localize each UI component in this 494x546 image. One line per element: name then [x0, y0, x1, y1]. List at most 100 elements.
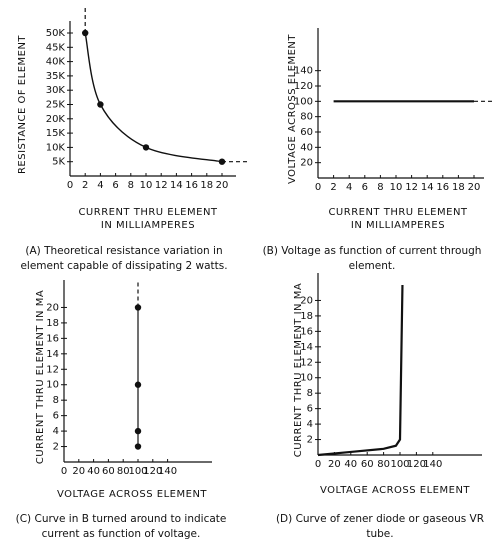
y-tick-label: 14: [46, 349, 59, 360]
x-tick-label: 20: [72, 466, 85, 477]
y-tick-label: 8: [307, 388, 313, 399]
x-tick-label: 4: [97, 180, 103, 191]
x-tick-label: 60: [361, 459, 374, 470]
x-axis-label: IN MILLIAMPERES: [101, 220, 195, 231]
y-tick-label: 12: [46, 364, 59, 375]
y-tick-label: 6: [307, 404, 313, 415]
chart: 0 2 4 6 8 10 12 14 16 18 20 5K 10K 15K 20K 25K 30K 35K 40K…: [17, 5, 248, 231]
data-line: [317, 284, 404, 457]
y-tick-label: 20: [300, 158, 313, 169]
x-tick-label: 140: [423, 459, 442, 470]
x-tick-label: 4: [346, 182, 352, 193]
y-tick-label: 14: [300, 342, 313, 353]
y-tick-label: 12: [300, 357, 313, 368]
y-tick-label: 20: [46, 302, 59, 313]
x-tick-label: 2: [330, 182, 336, 193]
x-tick-label: 20: [216, 180, 229, 191]
x-tick-label: 100: [390, 459, 409, 470]
caption: (A) Theoretical resistance variation in …: [20, 245, 228, 272]
x-tick-label: 100: [128, 466, 147, 477]
x-tick-label: 14: [421, 182, 434, 193]
x-tick-label: 20: [328, 459, 341, 470]
x-axis-label: CURRENT THRU ELEMENT: [328, 207, 467, 218]
x-tick-label: 12: [155, 180, 168, 191]
x-tick-label: 80: [377, 459, 390, 470]
y-tick-label: 30K: [46, 85, 66, 96]
y-tick-label: 25K: [46, 100, 66, 111]
x-tick-label: 2: [82, 180, 88, 191]
y-tick-label: 2: [307, 435, 313, 446]
y-tick-label: 45K: [46, 42, 66, 53]
x-axis-label: CURRENT THRU ELEMENT: [78, 207, 217, 218]
y-tick-label: 50K: [46, 28, 66, 39]
x-tick-label: 140: [158, 466, 177, 477]
x-tick-label: 8: [377, 182, 383, 193]
data-point: [134, 427, 142, 435]
y-tick-label: 35K: [46, 71, 66, 82]
y-tick-label: 10K: [46, 142, 66, 153]
y-axis-label: VOLTAGE ACROSS ELEMENT: [287, 34, 298, 184]
x-tick-label: 60: [102, 466, 115, 477]
x-tick-label: 6: [112, 180, 118, 191]
y-tick-label: 20: [300, 295, 313, 306]
y-tick-label: 60: [300, 127, 313, 138]
y-tick-label: 4: [53, 426, 59, 437]
x-axis-label: IN MILLIAMPERES: [351, 220, 445, 231]
y-tick-label: 40K: [46, 57, 66, 68]
x-tick-label: 6: [362, 182, 368, 193]
x-tick-label: 0: [315, 182, 321, 193]
y-axis-label: CURRENT THRU ELEMENT IN MA: [35, 290, 46, 464]
x-tick-label: 8: [128, 180, 134, 191]
y-tick-label: 6: [53, 411, 59, 422]
y-tick-label: 5K: [52, 157, 65, 168]
y-axis-label: CURRENT THRU ELEMENT IN MA: [293, 283, 304, 457]
y-tick-label: 40: [300, 142, 313, 153]
x-tick-label: 16: [436, 182, 449, 193]
x-tick-label: 12: [405, 182, 418, 193]
data-point: [134, 443, 142, 450]
x-tick-label: 40: [344, 459, 357, 470]
x-tick-label: 80: [117, 466, 130, 477]
y-tick-label: 18: [300, 311, 313, 322]
caption: (C) Curve in B turned around to indicate…: [15, 513, 227, 540]
data-point: [134, 381, 142, 388]
caption: (D) Curve of zener diode or gaseous VR t…: [275, 513, 485, 540]
x-tick-label: 0: [67, 180, 73, 191]
data-point: [142, 144, 150, 151]
caption: (B) Voltage as function of current throu…: [262, 245, 482, 272]
data-point: [97, 101, 104, 108]
x-tick-label: 0: [61, 466, 67, 477]
x-tick-label: 16: [185, 180, 198, 191]
x-tick-label: 14: [170, 180, 183, 191]
chart: 0 2 4 6 8 10 12 14 16 18 2020406080100120140VOLTAG…: [287, 28, 494, 231]
x-tick-label: 18: [452, 182, 465, 193]
y-tick-label: 140: [294, 66, 313, 77]
x-tick-label: 120: [407, 459, 426, 470]
y-tick-label: 80: [300, 112, 313, 123]
x-tick-label: 10: [140, 180, 153, 191]
y-tick-label: 10: [46, 380, 59, 391]
y-tick-label: 16: [46, 333, 59, 344]
y-tick-label: 120: [294, 81, 313, 92]
x-tick-label: 10: [390, 182, 403, 193]
x-tick-label: 120: [143, 466, 162, 477]
y-tick-label: 20K: [46, 114, 66, 125]
y-tick-label: 10: [300, 373, 313, 384]
y-tick-label: 8: [53, 395, 59, 406]
data-line: [84, 32, 223, 163]
y-tick-label: 16: [300, 326, 313, 337]
x-tick-label: 40: [87, 466, 100, 477]
y-tick-label: 4: [307, 419, 313, 430]
x-tick-label: 20: [468, 182, 481, 193]
y-tick-label: 100: [294, 96, 313, 107]
y-axis-label: RESISTANCE OF ELEMENT: [17, 35, 28, 174]
x-axis-label: VOLTAGE ACROSS ELEMENT: [320, 485, 470, 496]
y-tick-label: 2: [53, 442, 59, 453]
x-tick-label: 18: [200, 180, 213, 191]
y-tick-label: 18: [46, 318, 59, 329]
x-tick-label: 0: [315, 459, 321, 470]
